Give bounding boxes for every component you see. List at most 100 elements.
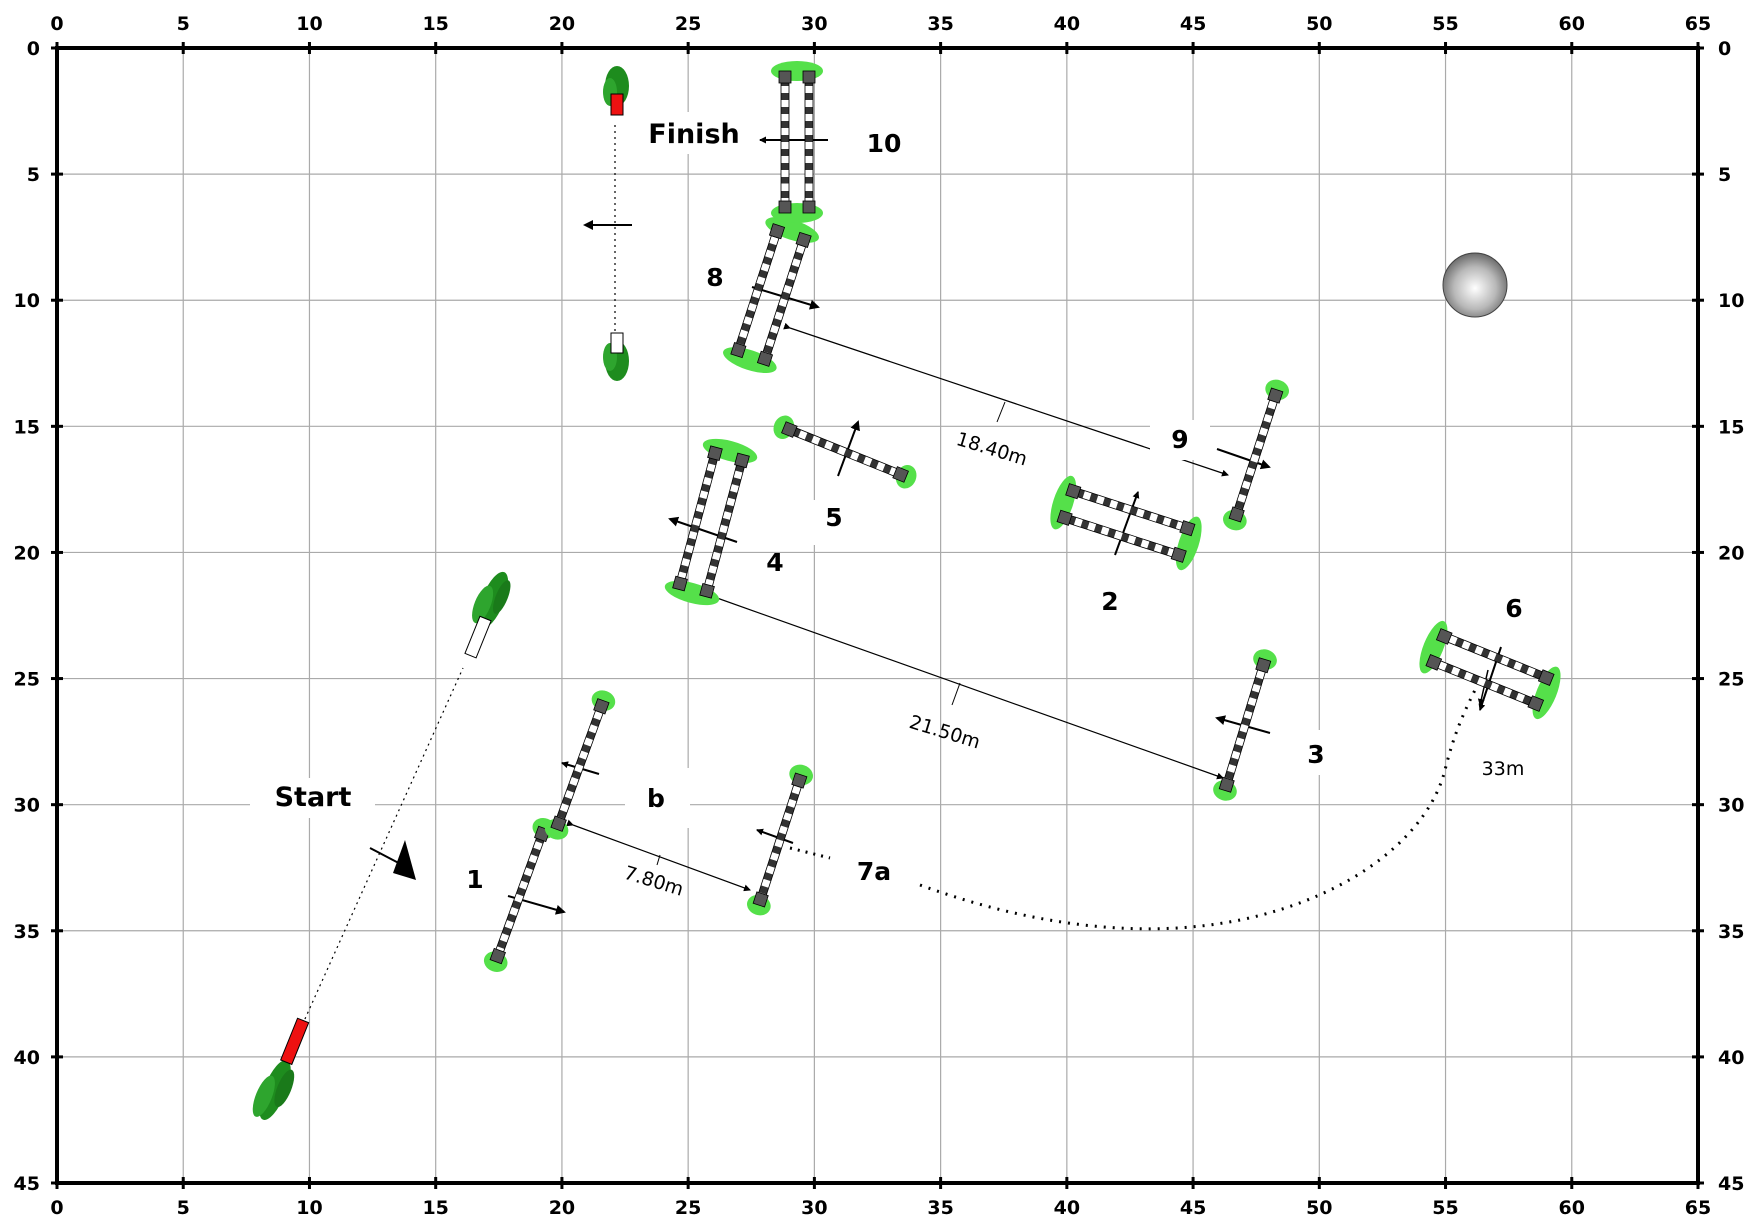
obstacle-8 [723, 216, 819, 374]
obstacle-4 [664, 438, 758, 606]
y-tick-label-left: 0 [27, 38, 40, 60]
standard [1425, 654, 1443, 671]
standard [699, 582, 715, 599]
standard [892, 466, 909, 483]
obstacle-2 [1050, 475, 1202, 571]
y-tick-label-right: 40 [1718, 1047, 1744, 1069]
obstacle-number-2: 2 [1101, 587, 1118, 616]
standard [550, 815, 567, 832]
obstacle-number-3: 3 [1307, 740, 1324, 769]
obstacle-number-5: 5 [825, 503, 842, 532]
standard [1228, 506, 1245, 523]
standard [489, 947, 506, 965]
standard [802, 200, 816, 214]
obstacle-number-10: 10 [867, 129, 902, 158]
x-tick-label-top: 50 [1306, 13, 1332, 35]
x-tick-label-bottom: 0 [50, 1197, 63, 1219]
x-tick-label-bottom: 35 [927, 1197, 953, 1219]
obstacle-7a [747, 764, 813, 916]
track-lines [299, 125, 1489, 1031]
standard [1065, 483, 1082, 500]
standard [752, 891, 769, 908]
standard [781, 421, 798, 438]
obstacle-number-7a: 7a [857, 857, 891, 886]
arena-grid [57, 48, 1698, 1183]
finish-label: Finish [648, 119, 739, 150]
standard [1170, 546, 1187, 563]
standard [802, 70, 816, 84]
direction-arrows [369, 136, 1502, 915]
standard [672, 575, 688, 592]
y-tick-label-right: 5 [1718, 164, 1731, 186]
x-tick-label-bottom: 5 [177, 1197, 190, 1219]
obstacle-10 [771, 61, 823, 223]
pole [1232, 393, 1280, 517]
pole [756, 778, 804, 902]
obstacle-9 [1223, 379, 1289, 531]
x-tick-label-bottom: 65 [1685, 1197, 1711, 1219]
standard [768, 223, 786, 240]
y-tick-label-left: 5 [27, 164, 40, 186]
obstacle-1 [483, 818, 557, 972]
x-tick-label-top: 10 [296, 13, 322, 35]
x-tick-label-bottom: 50 [1306, 1197, 1332, 1219]
obstacle-3 [1213, 649, 1277, 801]
x-tick-label-bottom: 60 [1559, 1197, 1585, 1219]
standard [791, 772, 808, 789]
obstacle-number-4: 4 [766, 548, 783, 577]
distance-label-8-9: 18.40m [954, 428, 1030, 470]
standard [593, 698, 610, 715]
standard [1056, 509, 1073, 526]
x-tick-label-top: 30 [801, 13, 827, 35]
x-tick-label-top: 40 [1054, 13, 1080, 35]
distance-label-4-3: 21.50m [907, 711, 983, 753]
obstacle-number-b: b [647, 784, 665, 813]
start-flag-icon [252, 571, 511, 1120]
standard [1527, 695, 1545, 712]
obstacle-number-9: 9 [1171, 425, 1188, 454]
y-tick-label-left: 40 [14, 1047, 40, 1069]
y-tick-label-left: 15 [14, 416, 40, 438]
y-tick-label-left: 20 [14, 542, 40, 564]
obstacle-number-6: 6 [1505, 594, 1522, 623]
y-tick-label-left: 30 [14, 795, 40, 817]
obstacle-6 [1419, 620, 1561, 720]
y-tick-label-right: 25 [1718, 669, 1744, 691]
pole [493, 832, 547, 958]
distance-label-6-7a: 33m [1482, 758, 1525, 780]
x-tick-label-top: 35 [927, 13, 953, 35]
standard [1255, 657, 1272, 674]
x-tick-label-bottom: 15 [422, 1197, 448, 1219]
obstacle-5 [773, 415, 917, 489]
standard [778, 200, 792, 214]
y-tick-label-left: 25 [14, 669, 40, 691]
standard [730, 342, 747, 359]
x-tick-label-bottom: 20 [549, 1197, 575, 1219]
pole [804, 76, 814, 208]
y-tick-label-right: 30 [1718, 795, 1744, 817]
x-tick-label-bottom: 45 [1180, 1197, 1206, 1219]
y-tick-label-left: 10 [14, 290, 40, 312]
standard [1218, 776, 1235, 793]
y-tick-label-right: 0 [1718, 38, 1731, 60]
x-tick-label-top: 15 [422, 13, 448, 35]
standard [778, 70, 792, 84]
x-tick-label-top: 20 [549, 13, 575, 35]
standard [734, 452, 750, 469]
standard [795, 231, 812, 248]
obstacle-b [544, 690, 616, 840]
x-tick-label-bottom: 40 [1054, 1197, 1080, 1219]
x-tick-label-bottom: 30 [801, 1197, 827, 1219]
y-tick-label-right: 15 [1718, 416, 1744, 438]
y-tick-label-right: 35 [1718, 921, 1744, 943]
y-tick-label-right: 45 [1718, 1173, 1744, 1195]
distance-label-1-7a: 7.80m [621, 862, 686, 901]
x-tick-label-top: 55 [1432, 13, 1458, 35]
y-tick-label-left: 45 [14, 1173, 40, 1195]
arena-border [55, 46, 1700, 1185]
standard [1267, 387, 1284, 404]
obstacles [483, 61, 1561, 972]
standard [1435, 628, 1453, 645]
standard [1537, 669, 1555, 686]
